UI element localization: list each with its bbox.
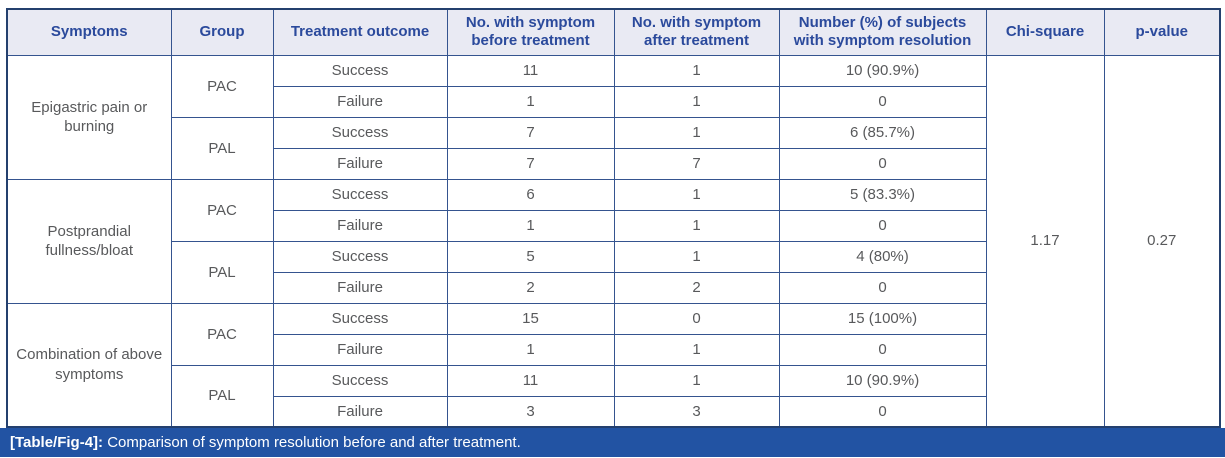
table-row: Failure 1 1 0 — [7, 85, 1220, 118]
before-count-cell: 3 — [446, 395, 615, 428]
outcome-cell: Failure — [272, 271, 448, 304]
after-count-cell: 1 — [613, 178, 780, 211]
outcome-cell: Success — [272, 178, 448, 211]
before-count-cell: 11 — [446, 54, 615, 87]
resolution-cell: 0 — [778, 271, 987, 304]
after-count-cell: 7 — [613, 147, 780, 180]
outcome-cell: Success — [272, 116, 448, 149]
col-header-before: No. with symptom before treatment — [446, 8, 615, 56]
after-count-cell: 1 — [613, 116, 780, 149]
resolution-cell: 10 (90.9%) — [778, 364, 987, 397]
before-count-cell: 7 — [446, 147, 615, 180]
group-cell: PAC — [170, 54, 274, 118]
before-count-cell: 1 — [446, 209, 615, 242]
resolution-cell: 0 — [778, 85, 987, 118]
table-row: Epigastric pain or burning PAC Success 1… — [6, 54, 1221, 428]
before-count-cell: 5 — [446, 240, 615, 273]
symptom-cell: Combination of above symptoms — [6, 302, 172, 428]
outcome-cell: Success — [272, 240, 448, 273]
outcome-cell: Success — [272, 302, 448, 335]
after-count-cell: 1 — [613, 85, 780, 118]
after-count-cell: 1 — [613, 209, 780, 242]
after-count-cell: 2 — [613, 271, 780, 304]
table-caption-bar: [Table/Fig-4]: Comparison of symptom res… — [0, 428, 1225, 457]
caption-text: Comparison of symptom resolution before … — [107, 434, 521, 451]
table-row: PAL Success 11 1 10 (90.9%) — [7, 364, 1220, 428]
col-header-symptoms: Symptoms — [6, 8, 172, 56]
resolution-cell: 0 — [778, 209, 987, 242]
outcome-cell: Failure — [272, 209, 448, 242]
table-row: Failure 1 1 0 — [7, 333, 1220, 366]
outcome-cell: Success — [272, 364, 448, 397]
outcome-cell: Success — [272, 54, 448, 87]
table-row: Failure 2 2 0 — [7, 271, 1220, 304]
group-cell: PAL — [170, 240, 274, 304]
after-count-cell: 1 — [613, 54, 780, 87]
col-header-resolution: Number (%) of subjects with symptom reso… — [778, 8, 987, 56]
col-header-outcome: Treatment outcome — [272, 8, 448, 56]
group-cell: PAC — [170, 178, 274, 242]
before-count-cell: 2 — [446, 271, 615, 304]
resolution-cell: 4 (80%) — [778, 240, 987, 273]
before-count-cell: 1 — [446, 333, 615, 366]
symptom-cell: Epigastric pain or burning — [6, 54, 172, 180]
before-count-cell: 1 — [446, 85, 615, 118]
group-cell: PAL — [170, 364, 274, 428]
outcome-cell: Failure — [272, 333, 448, 366]
outcome-cell: Failure — [272, 147, 448, 180]
table-row: Failure 3 3 0 — [7, 395, 1220, 428]
after-count-cell: 1 — [613, 364, 780, 397]
before-count-cell: 7 — [446, 116, 615, 149]
resolution-cell: 0 — [778, 395, 987, 428]
group-cell: PAC — [170, 302, 274, 366]
group-cell: PAL — [170, 116, 274, 180]
after-count-cell: 3 — [613, 395, 780, 428]
header-row: Symptoms Group Treatment outcome No. wit… — [6, 8, 1221, 56]
before-count-cell: 11 — [446, 364, 615, 397]
after-count-cell: 1 — [613, 240, 780, 273]
after-count-cell: 0 — [613, 302, 780, 335]
chi-square-cell: 1.17 — [985, 54, 1105, 428]
resolution-cell: 6 (85.7%) — [778, 116, 987, 149]
symptom-cell: Postprandial fullness/bloat — [6, 178, 172, 304]
after-count-cell: 1 — [613, 333, 780, 366]
table-row: PAL Success 7 1 6 (85.7%) — [7, 116, 1220, 180]
resolution-cell: 10 (90.9%) — [778, 54, 987, 87]
col-header-group: Group — [170, 8, 274, 56]
resolution-cell: 15 (100%) — [778, 302, 987, 335]
table-row: Failure 1 1 0 — [7, 209, 1220, 242]
p-value-cell: 0.27 — [1103, 54, 1221, 428]
before-count-cell: 15 — [446, 302, 615, 335]
outcome-cell: Failure — [272, 395, 448, 428]
outcome-cell: Failure — [272, 85, 448, 118]
before-count-cell: 6 — [446, 178, 615, 211]
symptom-resolution-table: Symptoms Group Treatment outcome No. wit… — [6, 8, 1221, 428]
col-header-p-value: p-value — [1103, 8, 1221, 56]
col-header-chi-square: Chi-square — [985, 8, 1105, 56]
resolution-cell: 5 (83.3%) — [778, 178, 987, 211]
col-header-after: No. with symptom after treatment — [613, 8, 780, 56]
table-row: Postprandial fullness/bloat PAC Success … — [6, 178, 1220, 304]
caption-label: [Table/Fig-4]: — [10, 434, 104, 451]
resolution-cell: 0 — [778, 147, 987, 180]
resolution-cell: 0 — [778, 333, 987, 366]
